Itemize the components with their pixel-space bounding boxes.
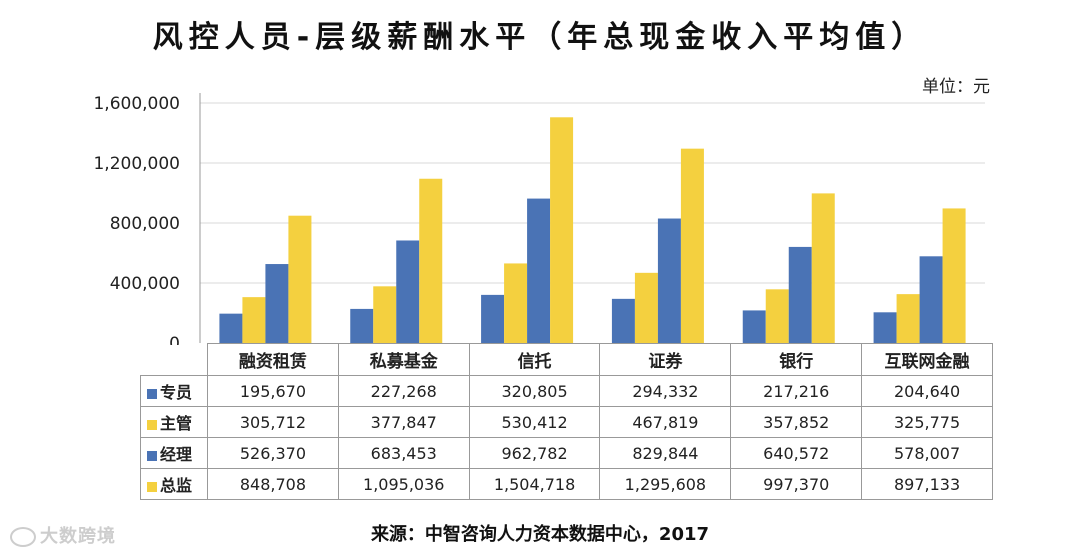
watermark: 大数跨境 xyxy=(10,522,116,548)
bar xyxy=(350,308,374,343)
bar xyxy=(265,264,289,343)
table-cell: 897,133 xyxy=(861,468,993,500)
table-cell: 1,295,608 xyxy=(599,468,732,500)
bar xyxy=(288,215,312,343)
category-label: 互联网金融 xyxy=(861,343,993,376)
table-cell: 195,670 xyxy=(207,375,339,407)
table-cell: 325,775 xyxy=(861,406,993,438)
source-note: 来源：中智咨询人力资本数据中心，2017 xyxy=(370,524,710,545)
series-legend-cell: 经理 xyxy=(140,437,208,469)
series-name: 总监 xyxy=(160,476,193,495)
bar xyxy=(788,246,812,343)
bar xyxy=(680,148,704,343)
table-cell: 467,819 xyxy=(599,406,732,438)
table-cell: 1,095,036 xyxy=(337,468,470,500)
bar xyxy=(373,286,397,343)
bar xyxy=(919,256,943,343)
series-legend-cell: 主管 xyxy=(140,406,208,438)
series-name: 专员 xyxy=(160,383,193,402)
table-cell: 217,216 xyxy=(730,375,863,407)
bar xyxy=(527,198,551,343)
category-label: 银行 xyxy=(730,343,863,376)
chart-title: 风控人员-层级薪酬水平（年总现金收入平均值） xyxy=(152,20,928,55)
watermark-text: 大数跨境 xyxy=(40,526,116,547)
table-cell: 294,332 xyxy=(599,375,732,407)
table-row: 主管 305,712 377,847 530,412 467,819 357,852 325… xyxy=(140,406,993,438)
bar-chart: 0 400,000 800,000 1,200,000 1,600,000 xyxy=(93,93,985,345)
table-cell: 227,268 xyxy=(337,375,470,407)
y-tick-label: 0 xyxy=(169,334,180,345)
table-cell: 848,708 xyxy=(207,468,339,500)
table-corner-cell xyxy=(140,343,208,376)
category-label: 融资租赁 xyxy=(207,343,339,376)
table-cell: 1,504,718 xyxy=(468,468,601,500)
bar xyxy=(242,297,266,343)
table-cell: 829,844 xyxy=(599,437,732,469)
y-tick-label: 400,000 xyxy=(110,274,180,294)
bar xyxy=(765,289,789,343)
legend-swatch xyxy=(147,419,157,430)
bar xyxy=(811,193,835,343)
bar xyxy=(396,240,420,343)
watermark-logo-icon xyxy=(10,527,36,547)
table-row: 专员 195,670 227,268 320,805 294,332 217,216 204… xyxy=(140,375,993,407)
table-cell: 305,712 xyxy=(207,406,339,438)
series-name: 主管 xyxy=(160,414,193,433)
bar xyxy=(896,294,920,343)
bar xyxy=(550,117,574,343)
data-table: 融资租赁 私募基金 信托 证券 银行 互联网金融专员 195,670 227,268 320,8… xyxy=(140,343,993,500)
y-tick-label: 1,600,000 xyxy=(93,94,180,114)
bar xyxy=(219,313,243,343)
bar xyxy=(873,312,897,343)
bar xyxy=(611,298,635,343)
series-legend-cell: 总监 xyxy=(140,468,208,500)
table-cell: 578,007 xyxy=(861,437,993,469)
table-row: 经理 526,370 683,453 962,782 829,844 640,572 578… xyxy=(140,437,993,469)
table-header-row: 融资租赁 私募基金 信托 证券 银行 互联网金融 xyxy=(140,343,993,376)
bar xyxy=(942,208,966,343)
legend-swatch xyxy=(147,388,157,399)
category-label: 证券 xyxy=(599,343,732,376)
y-tick-label: 800,000 xyxy=(110,214,180,234)
y-tick-label: 1,200,000 xyxy=(93,154,180,174)
legend-swatch xyxy=(147,450,157,461)
bar xyxy=(419,178,443,343)
table-cell: 962,782 xyxy=(468,437,601,469)
legend-swatch xyxy=(147,481,157,492)
table-cell: 683,453 xyxy=(337,437,470,469)
unit-label: 单位：元 xyxy=(922,77,990,97)
table-cell: 357,852 xyxy=(730,406,863,438)
table-cell: 377,847 xyxy=(337,406,470,438)
bar xyxy=(742,310,766,343)
table-cell: 997,370 xyxy=(730,468,863,500)
table-cell: 530,412 xyxy=(468,406,601,438)
category-label: 私募基金 xyxy=(337,343,470,376)
table-cell: 320,805 xyxy=(468,375,601,407)
bar xyxy=(634,272,658,343)
series-legend-cell: 专员 xyxy=(140,375,208,407)
bar xyxy=(504,263,528,343)
bar xyxy=(657,218,681,343)
table-cell: 526,370 xyxy=(207,437,339,469)
table-cell: 640,572 xyxy=(730,437,863,469)
table-cell: 204,640 xyxy=(861,375,993,407)
series-name: 经理 xyxy=(160,445,193,464)
table-row: 总监 848,708 1,095,036 1,504,718 1,295,608 997,… xyxy=(140,468,993,500)
category-label: 信托 xyxy=(468,343,601,376)
bar xyxy=(481,294,505,343)
